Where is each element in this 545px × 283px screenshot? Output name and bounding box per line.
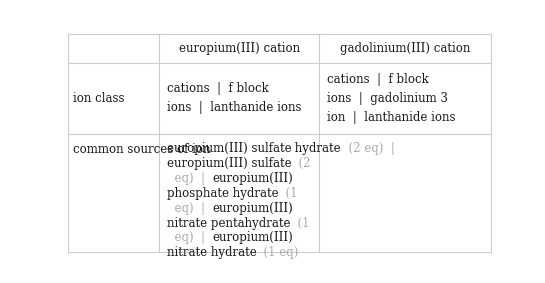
Text: europium(III) cation: europium(III) cation [179,42,300,55]
Text: europium(III): europium(III) [212,172,293,185]
Text: common sources of ion: common sources of ion [73,143,211,156]
Text: gadolinium(III) cation: gadolinium(III) cation [340,42,470,55]
Text: (2 eq)  |: (2 eq) | [341,142,395,155]
Text: (1: (1 [278,187,298,200]
Text: ion class: ion class [73,92,125,105]
Text: (1 eq): (1 eq) [256,246,299,259]
Text: (1: (1 [290,216,310,230]
Text: eq)  |: eq) | [167,172,212,185]
Text: nitrate pentahydrate: nitrate pentahydrate [167,216,290,230]
Text: cations  |  f block
ions  |  gadolinium 3
ion  |  lanthanide ions: cations | f block ions | gadolinium 3 io… [327,73,456,124]
Text: eq)  |: eq) | [167,231,212,245]
Text: europium(III) sulfate: europium(III) sulfate [167,157,291,170]
Text: europium(III): europium(III) [212,202,293,215]
Text: europium(III) sulfate: europium(III) sulfate [167,142,291,155]
Text: cations  |  f block
ions  |  lanthanide ions: cations | f block ions | lanthanide ions [167,82,301,114]
Text: europium(III): europium(III) [212,231,293,245]
Text: phosphate hydrate: phosphate hydrate [167,187,278,200]
Text: eq)  |: eq) | [167,202,212,215]
Text: nitrate hydrate: nitrate hydrate [167,246,256,259]
Text: hydrate: hydrate [291,142,341,155]
Text: (2: (2 [291,157,311,170]
